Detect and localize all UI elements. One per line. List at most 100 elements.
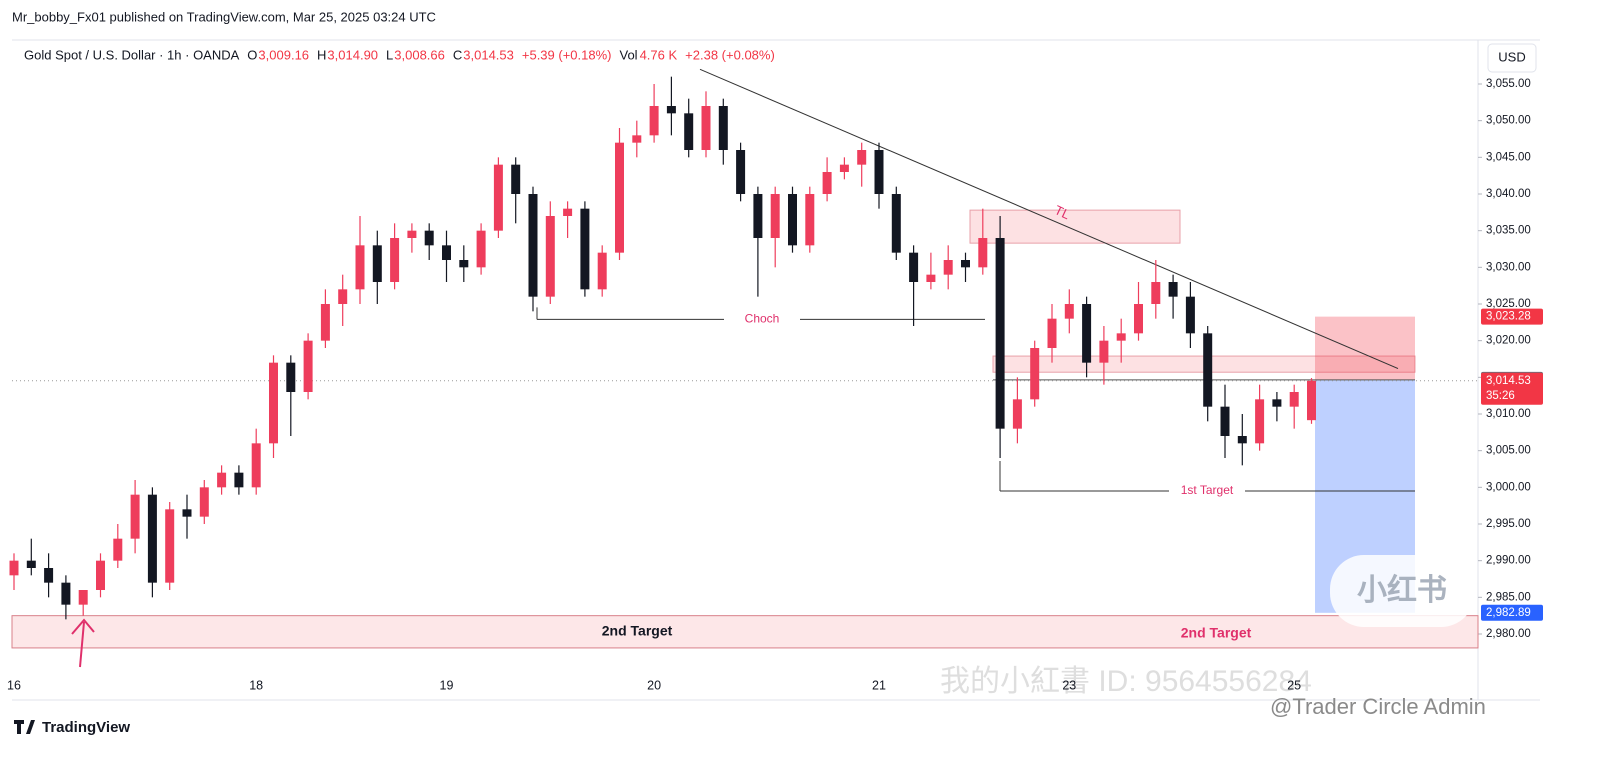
x-tick-label: 23 [1062,678,1076,692]
candle-body [251,443,261,488]
candle-body [1099,340,1109,363]
candle-body [857,150,867,165]
legend-item: Gold Spot / U.S. Dollar · 1h · OANDA [24,47,240,62]
y-tick-label: 3,050.00 [1486,115,1531,127]
price-tag-label: 2,982.89 [1486,607,1531,619]
legend-item: C [453,47,462,62]
candle-body [597,252,607,290]
legend-item: 3,014.90 [327,47,378,62]
candle-body [338,289,348,304]
candle-body [493,164,503,231]
trendline [699,68,1399,369]
candle-body [424,230,434,246]
candle-body [269,362,278,444]
y-tick-label: 3,055.00 [1486,78,1531,90]
candle-body [320,304,330,341]
supply-zone [969,209,1181,244]
legend-item: +5.39 (+0.18%) [522,47,612,62]
price-tag [1481,308,1543,325]
candle-body [1203,333,1213,407]
candle-body [736,150,746,194]
trendline-label: TL [1052,202,1072,222]
price-tag-timer: 35:26 [1486,390,1515,402]
candle-body [78,590,88,605]
candle-body [459,260,469,268]
candle-body [234,472,244,488]
candle-body [130,494,140,539]
legend-item: O [247,47,257,62]
x-tick-label: 25 [1287,678,1301,692]
stop-area [1315,316,1415,380]
target-zone [11,615,1479,649]
candle-body [1030,348,1040,400]
candle-body [684,113,694,150]
level-label: Choch [745,312,780,326]
candle-body [1255,399,1265,444]
candle-body [718,106,728,150]
candle-body [1220,406,1230,436]
candle-body [1289,392,1299,407]
candle-body [995,238,1005,429]
candle-body [147,494,157,583]
candle-body [528,194,538,297]
zone-label: 2nd Target [602,623,673,639]
legend-item: 4.76 K [640,47,678,62]
candle-body [1272,399,1282,407]
y-tick-label: 3,045.00 [1486,151,1531,163]
candle-body [1012,399,1022,429]
legend-item: 3,008.66 [394,47,445,62]
candle-body [666,106,676,114]
zone-label: 2nd Target [1181,625,1252,641]
candle-body [1116,333,1126,341]
x-tick-label: 16 [7,678,21,692]
candle-body [701,106,711,150]
candle-body [165,509,175,583]
candle-body [442,245,451,260]
legend-item: L [386,47,393,62]
candle-body [1168,282,1178,297]
candle-body [1185,296,1195,334]
arrow [71,618,95,668]
currency-button[interactable] [1487,43,1537,73]
currency[interactable]: USD [1498,49,1525,64]
price-tag-label: 3,023.28 [1486,311,1531,323]
logo [14,720,35,734]
candle-body [926,274,936,282]
price-tag [1481,604,1543,621]
y-tick-label: 3,020.00 [1486,335,1531,347]
candle-body [770,194,780,238]
candle-body [390,238,400,282]
legend-item: 3,014.53 [463,47,514,62]
candle-body [476,230,486,268]
y-tick-label: 2,990.00 [1486,555,1531,567]
candle-body [44,568,54,583]
x-tick-label: 21 [872,678,886,692]
candle-body [874,150,884,194]
watermark: 我的小紅書 ID: 9564556284 [940,665,1312,698]
brand: TradingView [42,719,130,736]
candle-body [182,509,192,517]
candle-body [978,238,988,268]
candle-body [649,106,659,136]
candle-body [511,164,521,194]
candle-body [822,172,832,194]
y-tick-label: 3,010.00 [1486,408,1531,420]
y-tick-label: 2,985.00 [1486,591,1531,603]
x-tick-label: 18 [249,678,263,692]
y-tick-label: 3,035.00 [1486,225,1531,237]
candle-body [303,340,313,392]
candle-body [286,362,296,392]
price-tag [1481,372,1543,405]
price-tag-label: 3,014.53 [1486,375,1531,387]
candle-body [1047,318,1057,348]
x-tick-label: 20 [647,678,661,692]
y-tick-label: 2,995.00 [1486,518,1531,530]
level-label: 1st Target [1181,483,1234,497]
watermark-badge [1330,555,1475,627]
candle-body [1134,304,1143,334]
candle-body [199,487,209,517]
legend: Gold Spot / U.S. Dollar · 1h · OANDA O 3,0… [24,47,775,62]
